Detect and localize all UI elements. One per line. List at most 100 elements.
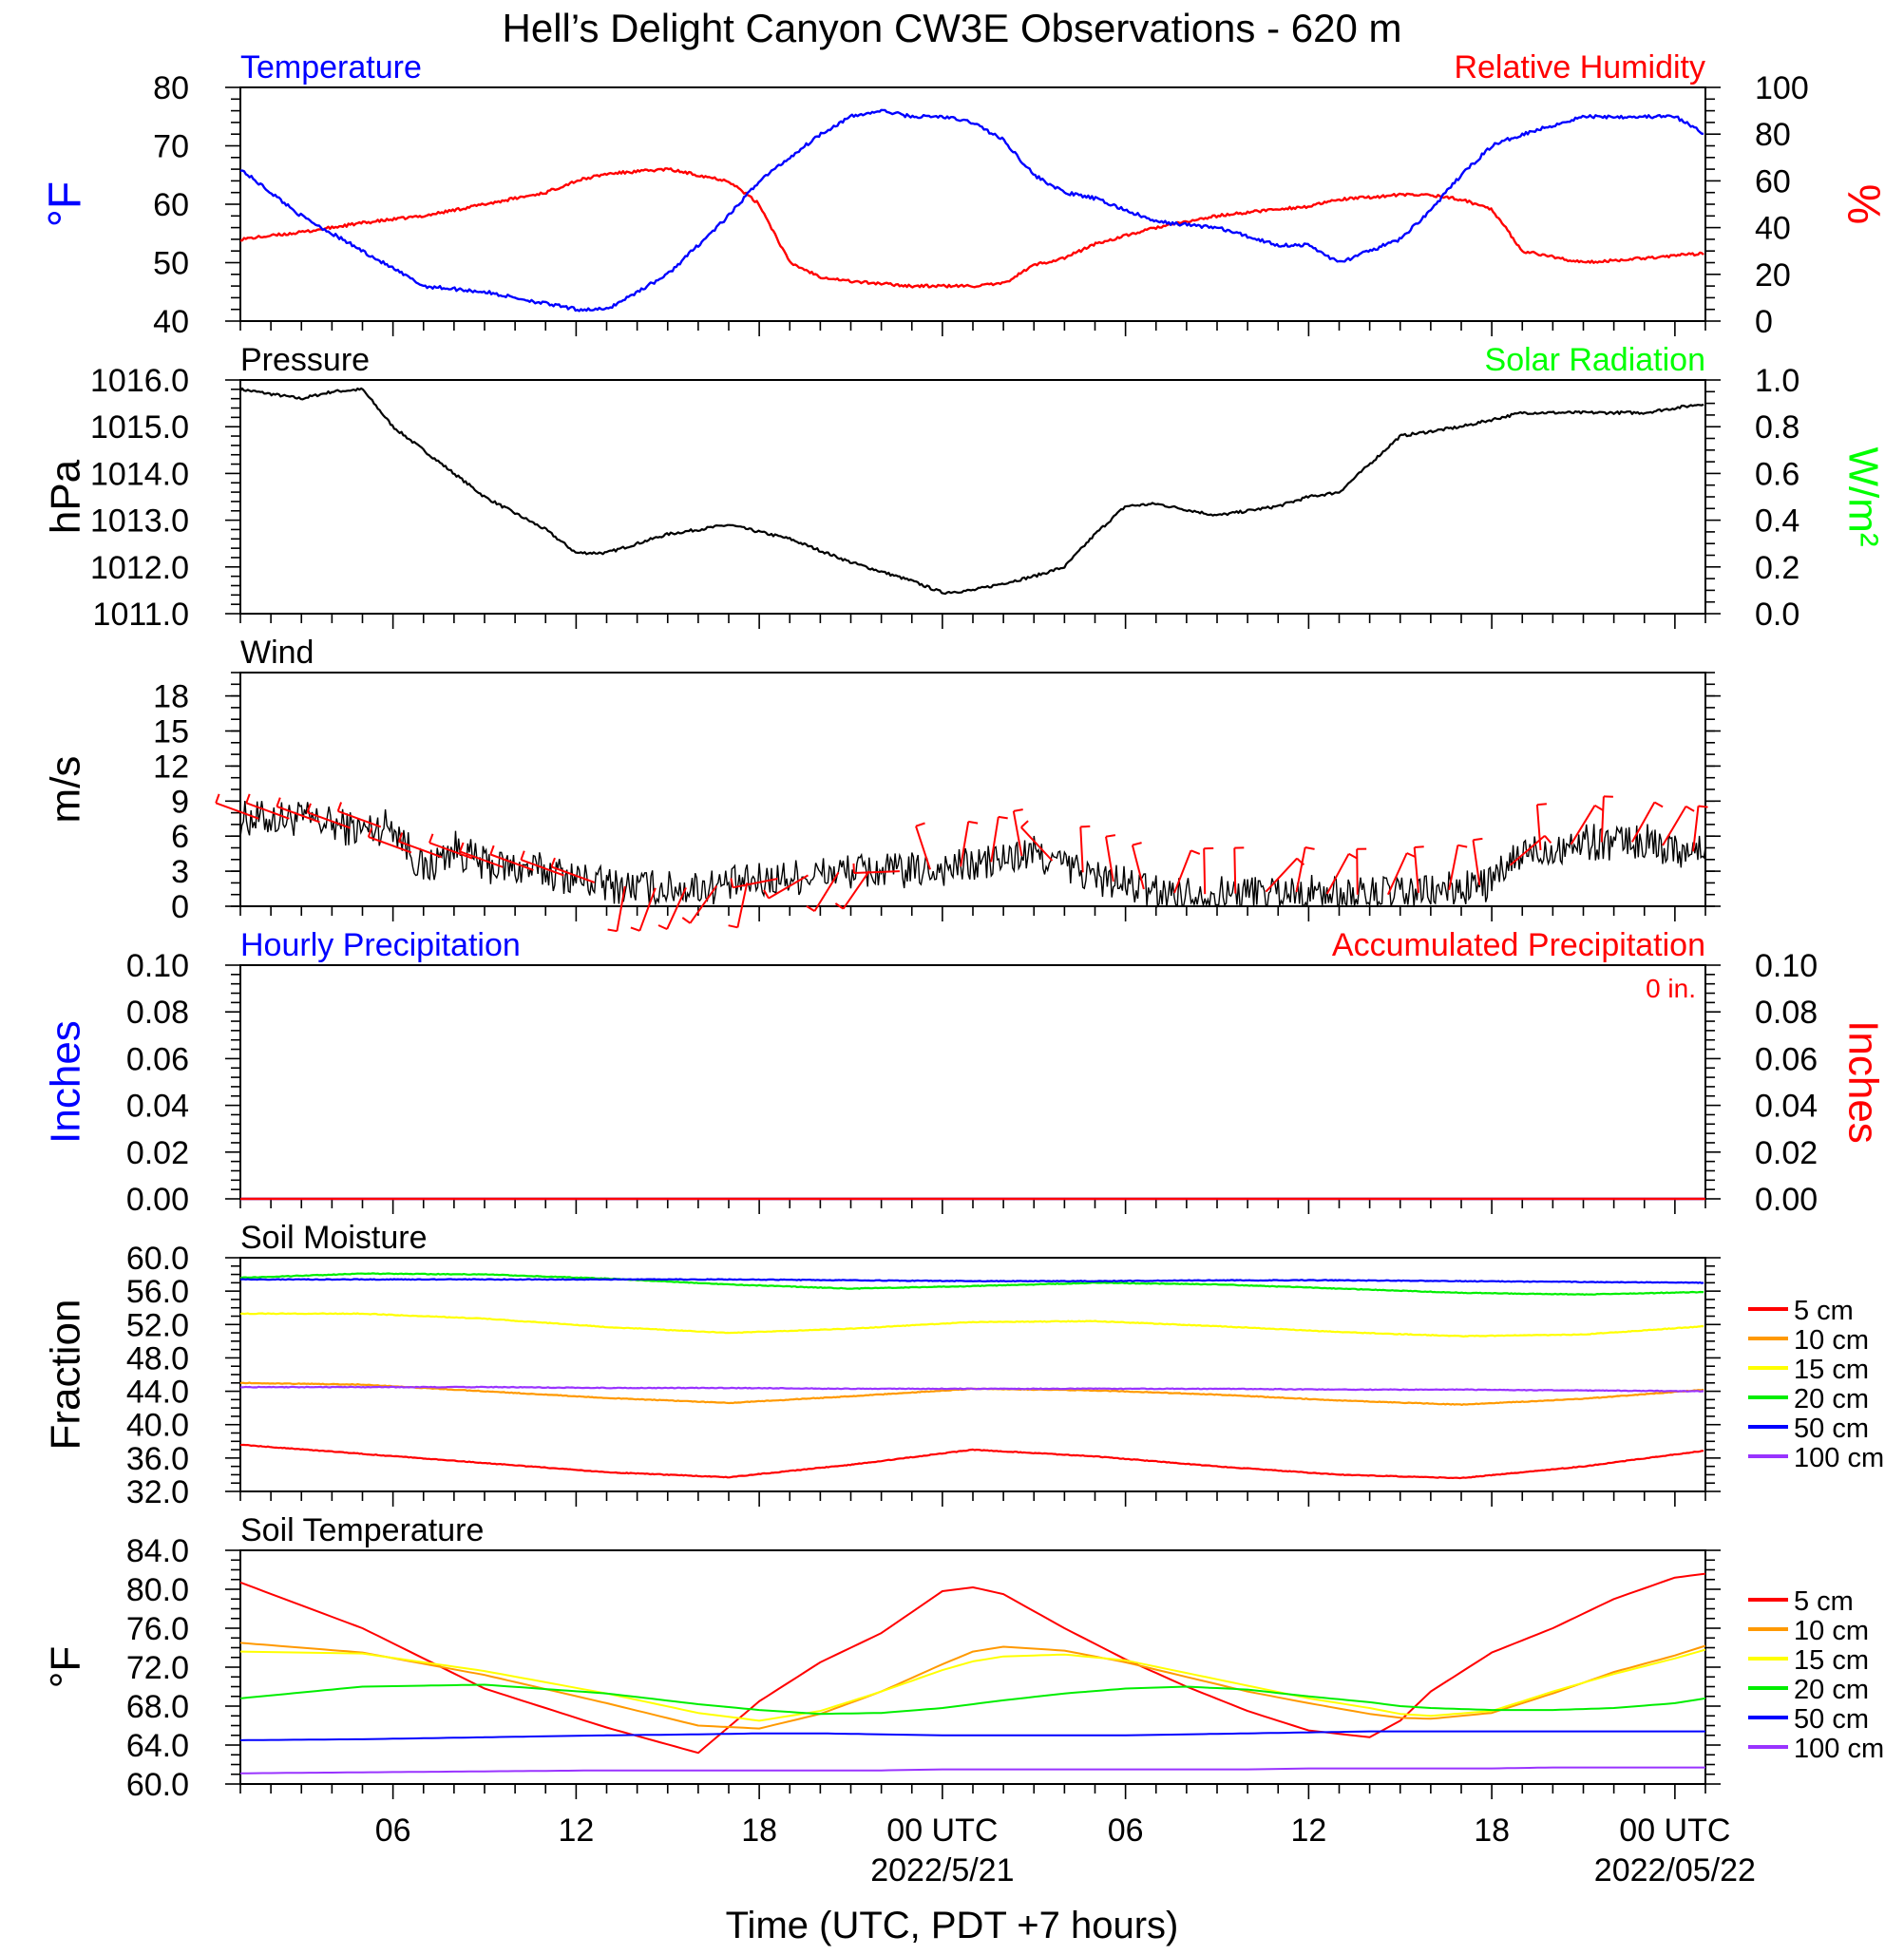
series-line-50-cm: [239, 1730, 1705, 1741]
y-right-tick-label: 20: [1755, 257, 1791, 294]
wind-barb-flag: [1020, 820, 1029, 828]
x-tick-label: 18: [1474, 1813, 1510, 1849]
wind-barb-flag: [306, 803, 312, 813]
wind-barb-flag: [489, 845, 495, 855]
wind-barb: [842, 870, 870, 910]
y-tick-label: 64.0: [126, 1728, 189, 1764]
y-tick-label: 1012.0: [90, 550, 189, 586]
wind-barb: [1535, 805, 1542, 851]
right-panel-title: Solar Radiation: [1485, 342, 1705, 378]
legend-label: 100 cm: [1794, 1734, 1884, 1764]
y-tick-label: 0.04: [126, 1089, 189, 1125]
wind-barb: [990, 816, 1000, 863]
y-right-tick-label: 0.10: [1755, 948, 1818, 984]
wind-barb: [489, 853, 534, 871]
wind-barb: [1265, 857, 1298, 893]
wind-barb-flag: [834, 902, 845, 910]
y-tick-label: 18: [153, 679, 189, 715]
y-tick-label: 72.0: [126, 1650, 189, 1686]
wind-barb: [736, 883, 749, 928]
panel-frame: [239, 672, 1706, 907]
y-tick-label: 60: [153, 187, 189, 223]
wind-barb: [1692, 806, 1700, 852]
wind-barb-flag: [1594, 804, 1604, 811]
wind-barb-flag: [1348, 852, 1358, 860]
y-tick-label: 12: [153, 749, 189, 785]
series-line-100-cm: [239, 1385, 1704, 1393]
x-tick-label: 06: [1108, 1813, 1144, 1849]
y-right-tick-label: 0.0: [1755, 597, 1799, 633]
y-tick-label: 56.0: [126, 1274, 189, 1310]
y-right-tick-label: 0.6: [1755, 456, 1799, 492]
y-tick-label: 40: [153, 304, 189, 340]
y-tick-label: 70: [153, 129, 189, 165]
x-axis-label: Time (UTC, PDT +7 hours): [726, 1905, 1179, 1946]
y-tick-label: 1014.0: [90, 456, 189, 492]
wind-barb: [1131, 845, 1145, 890]
legend-label: 15 cm: [1794, 1355, 1869, 1385]
y-tick-label: 0.10: [126, 948, 189, 984]
y-right-tick-label: 0.02: [1755, 1135, 1818, 1171]
wind-barb-flag: [1653, 801, 1664, 808]
wind-barb-flag: [915, 822, 925, 827]
y-tick-label: 32.0: [126, 1474, 189, 1510]
y-tick-label: 84.0: [126, 1533, 189, 1569]
left-panel-title: Hourly Precipitation: [240, 927, 521, 963]
wind-barb-flag: [397, 832, 404, 843]
y-right-tick-label: 1.0: [1755, 363, 1799, 399]
x-tick-label: 00 UTC: [886, 1813, 998, 1849]
y-tick-label: 0.00: [126, 1182, 189, 1218]
series-line-50-cm: [239, 1278, 1704, 1284]
x-date-label: 2022/05/22: [1594, 1852, 1756, 1889]
y-right-tick-label: 0.8: [1755, 409, 1799, 446]
y-right-tick-label: 40: [1755, 211, 1791, 247]
series-line-5-cm: [239, 1443, 1704, 1480]
wind-barb: [521, 859, 564, 877]
series-line-relative-humidity: [239, 167, 1704, 289]
left-panel-title: Soil Temperature: [240, 1512, 484, 1548]
wind-barb: [398, 840, 443, 859]
soil-temp-panel: 84.080.076.072.068.064.060.0 Soil Tempera…: [43, 1512, 1884, 1889]
y-right-tick-label: 100: [1755, 70, 1809, 106]
right-axis-unit: %: [1837, 184, 1888, 225]
wind-barb-flag: [367, 827, 373, 838]
wind-barb-flag: [1406, 852, 1417, 859]
wind-barb: [1570, 805, 1596, 845]
y-tick-label: 50: [153, 246, 189, 282]
wind-barb-flag: [459, 842, 465, 852]
wind-barb-flag: [968, 820, 979, 825]
series-line-10-cm: [239, 1642, 1706, 1730]
wind-barb: [1356, 848, 1359, 895]
right-panel-title: Relative Humidity: [1454, 49, 1705, 85]
wind-barb-flag: [1080, 825, 1091, 828]
wind-barb: [915, 826, 931, 870]
left-panel-title: Pressure: [240, 342, 370, 378]
wind-barb-flag: [1544, 835, 1552, 845]
wind-barb: [1600, 796, 1605, 843]
y-tick-label: 1011.0: [93, 597, 189, 633]
y-tick-label: 60.0: [126, 1767, 189, 1803]
wind-barb: [960, 821, 970, 867]
left-axis-unit: hPa: [43, 459, 89, 534]
wind-barb: [368, 836, 412, 854]
wind-barb: [616, 885, 626, 932]
wind-barb-flag: [728, 924, 738, 929]
wind-barb-flag: [1685, 805, 1695, 812]
wind-barb-flag: [428, 833, 434, 844]
wind-barb: [1012, 810, 1023, 857]
wind-barb-flag: [630, 926, 640, 932]
left-panel-title: Temperature: [240, 49, 422, 85]
y-tick-label: 1016.0: [90, 363, 189, 399]
wind-barb-flag: [657, 924, 668, 931]
wind-barb-flag: [215, 793, 220, 804]
x-tick-label: 00 UTC: [1619, 1813, 1730, 1849]
wind-barb-flag: [607, 928, 618, 933]
wind-barb: [215, 802, 259, 820]
right-axis-unit: W/m²: [1839, 446, 1886, 546]
y-tick-label: 0.02: [126, 1135, 189, 1171]
y-right-tick-label: 0.00: [1755, 1182, 1818, 1218]
wind-barb: [813, 871, 840, 912]
wind-barb: [459, 850, 504, 868]
y-tick-label: 36.0: [126, 1441, 189, 1477]
